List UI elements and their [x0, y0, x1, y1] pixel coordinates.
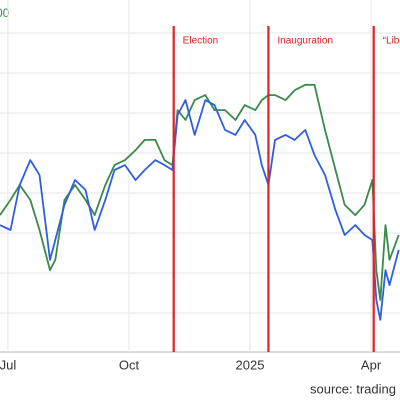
x-tick-label: Apr	[361, 357, 382, 372]
x-tick-label: Jul	[0, 357, 16, 372]
event-label: Inauguration	[277, 36, 333, 47]
event-label: “Libe	[383, 36, 400, 47]
legend-entry: 00	[0, 6, 10, 20]
x-tick-label: 2025	[236, 357, 265, 372]
x-tick-label: Oct	[119, 357, 140, 372]
horizontal-grid	[0, 32, 400, 314]
event-label: Election	[183, 36, 219, 47]
source-note: source: trading	[310, 381, 396, 396]
series-line	[0, 99, 400, 321]
